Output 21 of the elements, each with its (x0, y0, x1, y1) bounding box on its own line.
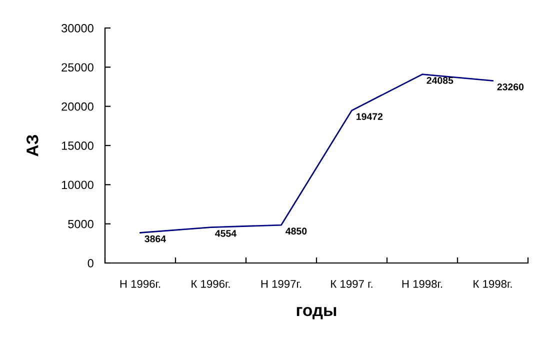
data-label: 24085 (426, 77, 454, 84)
y-tick-label: 10000 (62, 180, 94, 190)
data-label: 4850 (286, 228, 307, 235)
x-tick-label: К 1996г. (192, 280, 230, 288)
data-label: 4554 (215, 230, 236, 237)
x-tick-label: Н 1996г. (120, 280, 160, 288)
data-label: 19472 (356, 113, 383, 120)
x-tick-label: Н 1997г. (261, 280, 302, 288)
x-tick-label: К 1998г. (474, 280, 512, 288)
x-axis-title: годы (296, 307, 336, 320)
y-tick-label: 20000 (62, 102, 94, 111)
data-label: 3864 (144, 235, 166, 242)
x-tick-label: К 1997 г. (331, 280, 372, 288)
y-tick-label: 0 (88, 259, 94, 268)
y-tick-label: 25000 (62, 63, 94, 72)
y-tick-label: 5000 (68, 220, 94, 228)
y-tick-label: 15000 (62, 142, 94, 150)
data-label: 23260 (497, 83, 524, 90)
x-tick-label: Н 1998г. (402, 280, 442, 288)
y-tick-label: 30000 (62, 24, 94, 32)
y-axis-title: АЗ (26, 135, 38, 156)
